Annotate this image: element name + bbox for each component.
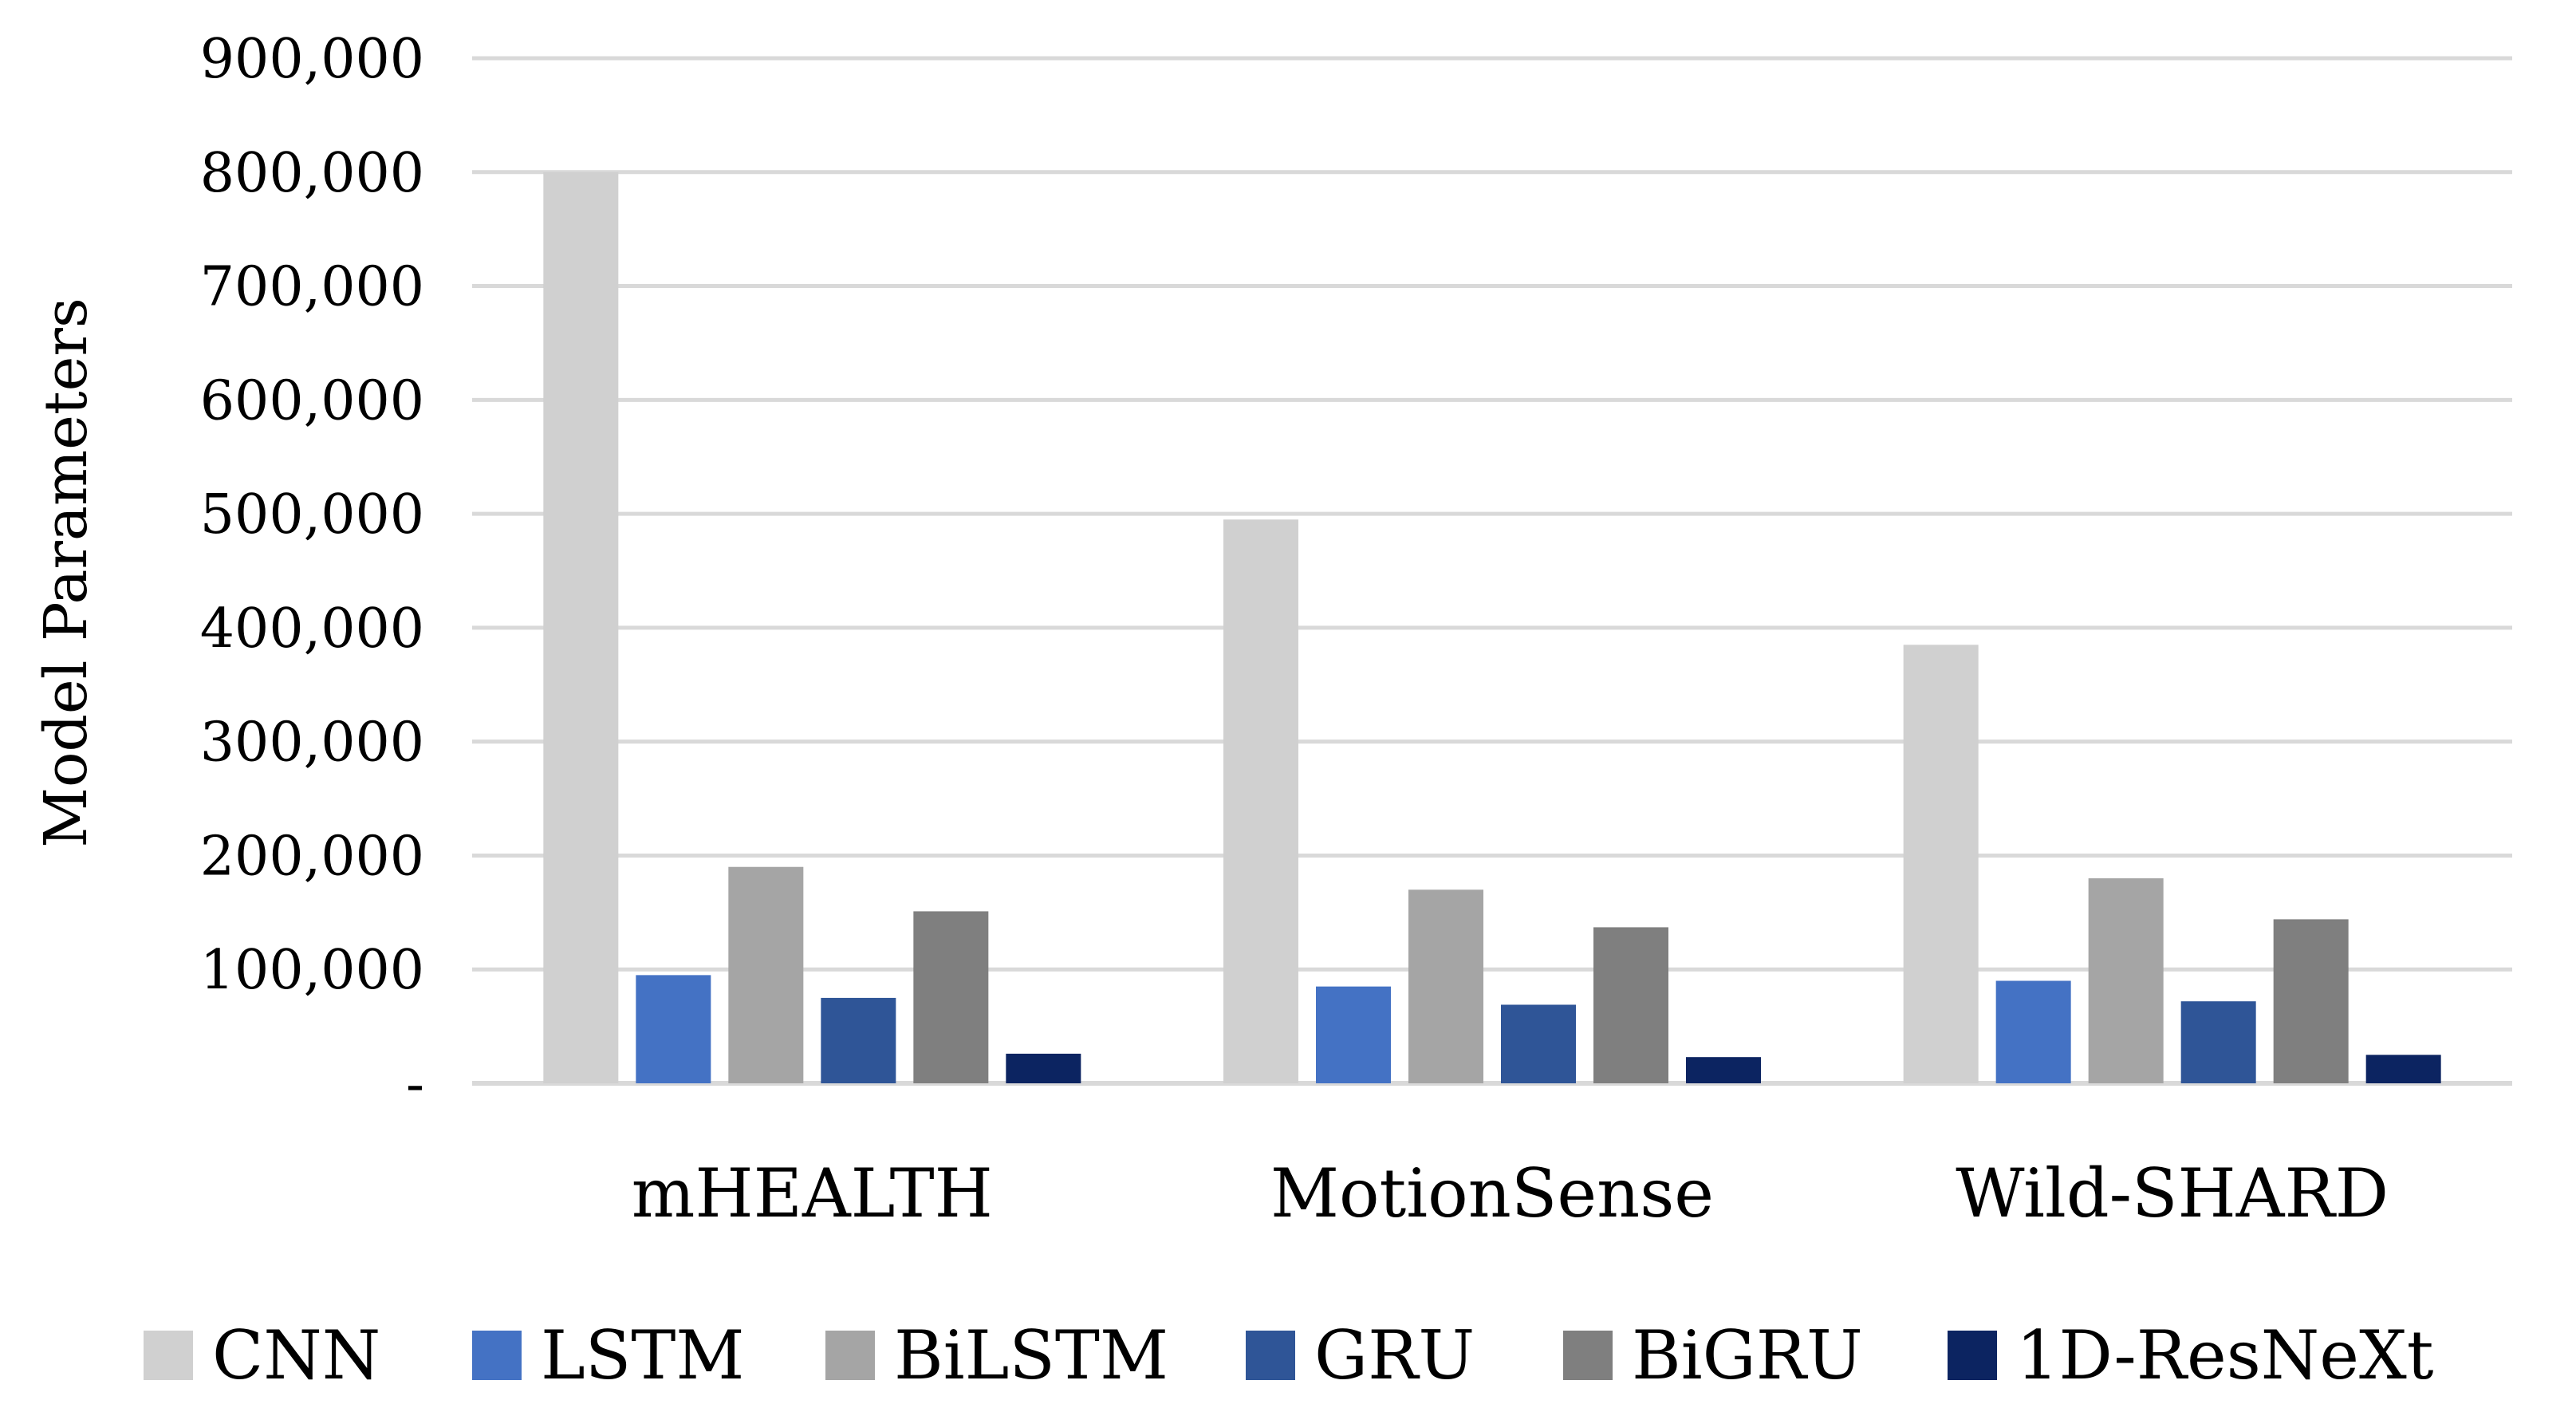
bar-lstm-1: [1316, 986, 1391, 1083]
bar-bigru-1: [1593, 927, 1668, 1083]
legend-swatch: [825, 1331, 875, 1380]
y-tick-label: 100,000: [200, 939, 424, 1002]
legend-label: BiLSTM: [894, 1316, 1168, 1394]
bar-cnn-0: [543, 172, 619, 1083]
gridlines: [472, 56, 2512, 1086]
y-tick-label: 600,000: [200, 369, 424, 432]
bar-lstm-2: [1995, 980, 2071, 1083]
y-tick-label: 700,000: [200, 256, 424, 319]
bar-1d-resnext-2: [2365, 1055, 2441, 1083]
legend-label: BiGRU: [1632, 1316, 1863, 1394]
legend-swatch: [472, 1331, 522, 1380]
bar-bilstm-1: [1408, 889, 1483, 1083]
bar-1d-resnext-0: [1006, 1053, 1081, 1083]
legend-label: LSTM: [541, 1316, 744, 1394]
y-axis-ticks: - 100,000 200,000 300,000 400,000 500,000 600,…: [200, 28, 424, 1116]
legend-swatch: [1563, 1331, 1613, 1380]
bar-gru-1: [1501, 1004, 1576, 1083]
bar-gru-0: [821, 997, 896, 1083]
bar-gru-2: [2180, 1001, 2256, 1083]
legend-swatch: [144, 1331, 193, 1380]
bar-1d-resnext-1: [1686, 1057, 1761, 1083]
bar-lstm-0: [636, 975, 711, 1083]
y-tick-label: 900,000: [200, 28, 424, 91]
x-category-label: mHEALTH: [632, 1154, 993, 1232]
y-tick-label: 300,000: [200, 712, 424, 775]
x-axis-categories: mHEALTH MotionSense Wild-SHARD: [632, 1154, 2389, 1232]
x-category-label: MotionSense: [1270, 1154, 1714, 1232]
legend-label: 1D-ResNeXt: [2016, 1316, 2434, 1394]
legend-swatch: [1246, 1331, 1295, 1380]
bar-cnn-1: [1223, 519, 1298, 1083]
bar-bigru-2: [2273, 919, 2349, 1083]
y-tick-label: 800,000: [200, 142, 424, 205]
bar-bilstm-2: [2088, 878, 2164, 1083]
legend-label: CNN: [212, 1316, 380, 1394]
y-tick-label: 200,000: [200, 825, 424, 888]
y-axis-label: Model Parameters: [32, 298, 100, 848]
y-tick-label: -: [406, 1053, 424, 1116]
y-tick-label: 500,000: [200, 483, 424, 546]
bars: [543, 172, 2441, 1083]
legend-swatch: [1948, 1331, 1997, 1380]
legend: CNN LSTM BiLSTM GRU BiGRU 1D-ResNeXt: [144, 1316, 2434, 1394]
y-tick-label: 400,000: [200, 597, 424, 661]
legend-label: GRU: [1314, 1316, 1475, 1394]
bar-bigru-0: [913, 911, 989, 1083]
x-category-label: Wild-SHARD: [1956, 1154, 2389, 1232]
bar-bilstm-0: [728, 866, 804, 1083]
bar-cnn-2: [1903, 645, 1979, 1083]
